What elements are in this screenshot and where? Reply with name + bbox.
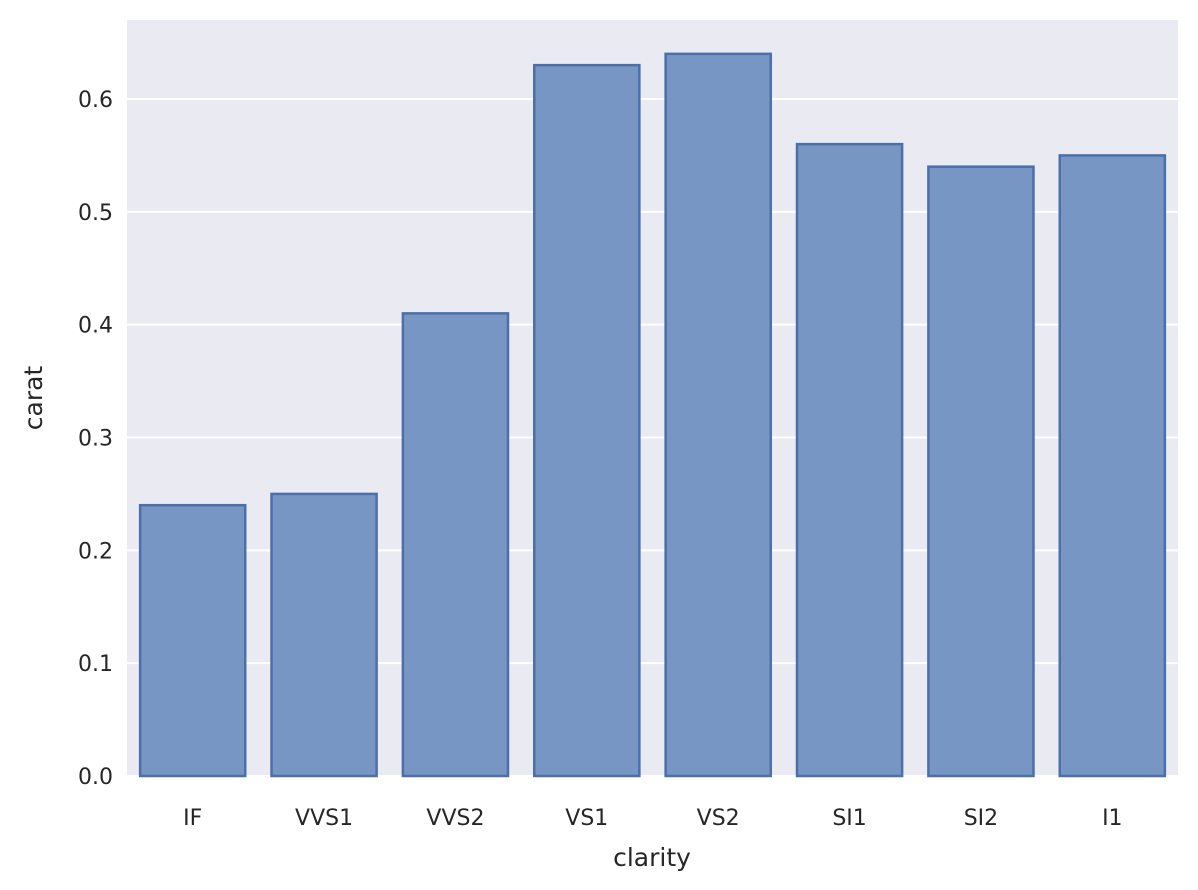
bar-si1 [795, 142, 904, 778]
y-tick-label: 0.0 [78, 765, 113, 790]
x-tick-label: SI2 [964, 806, 998, 831]
bar-vvs1 [270, 492, 378, 778]
x-tick-label: VS1 [565, 806, 608, 831]
x-tick-label: VVS2 [426, 806, 484, 831]
y-tick-label: 0.4 [78, 314, 113, 339]
y-tick-label: 0.3 [78, 426, 113, 451]
y-tick-label: 0.6 [78, 88, 113, 113]
bar-if [138, 503, 247, 778]
y-tick-label: 0.5 [78, 201, 113, 226]
x-axis-label: clarity [613, 843, 691, 872]
x-tick-label: VVS1 [295, 806, 353, 831]
y-axis-label: carat [19, 366, 48, 431]
bar-vvs2 [401, 312, 510, 778]
x-tick-label: VS2 [697, 806, 740, 831]
y-tick-label: 0.2 [78, 539, 113, 564]
bar-si2 [927, 165, 1035, 778]
x-tick-label: IF [183, 806, 202, 831]
x-axis-ticks: IF VVS1 VVS2 VS1 VS2 SI1 SI2 I1 [183, 806, 1122, 831]
bar-vs2 [664, 52, 772, 778]
bars [138, 52, 1167, 778]
x-tick-label: I1 [1102, 806, 1123, 831]
y-axis-ticks: 0.0 0.1 0.2 0.3 0.4 0.5 0.6 [78, 88, 113, 790]
y-tick-label: 0.1 [78, 652, 113, 677]
bar-vs1 [533, 63, 641, 778]
x-tick-label: SI1 [832, 806, 866, 831]
bar-i1 [1058, 154, 1167, 778]
